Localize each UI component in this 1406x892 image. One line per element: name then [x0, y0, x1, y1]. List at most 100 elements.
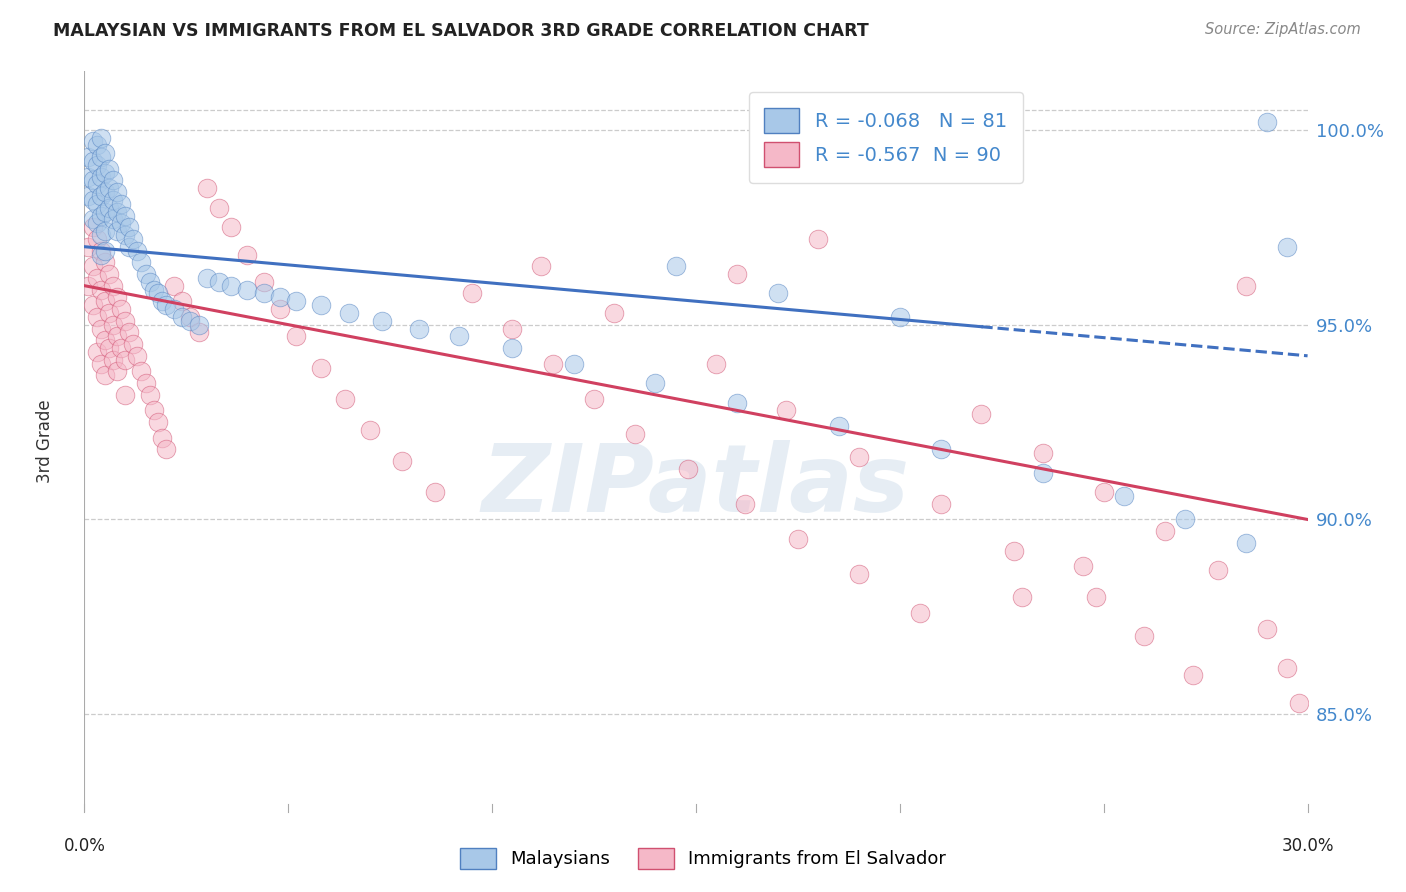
Point	[929, 442, 952, 457]
Point	[101, 318, 124, 332]
Point	[1032, 466, 1054, 480]
Point	[1154, 524, 1177, 538]
Point	[114, 352, 136, 367]
Point	[172, 310, 194, 324]
Point	[90, 189, 112, 203]
Point	[236, 247, 259, 261]
Point	[676, 462, 699, 476]
Point	[828, 419, 851, 434]
Point	[502, 341, 524, 355]
Point	[82, 173, 104, 187]
Point	[1277, 240, 1299, 254]
Point	[93, 294, 115, 309]
Point	[1174, 512, 1197, 526]
Point	[86, 232, 108, 246]
Point	[285, 294, 308, 309]
Point	[163, 278, 186, 293]
Point	[110, 216, 132, 230]
Point	[86, 197, 108, 211]
Text: MALAYSIAN VS IMMIGRANTS FROM EL SALVADOR 3RD GRADE CORRELATION CHART: MALAYSIAN VS IMMIGRANTS FROM EL SALVADOR…	[53, 22, 869, 40]
Point	[195, 181, 218, 195]
Point	[624, 426, 647, 441]
Text: 3rd Grade: 3rd Grade	[37, 400, 55, 483]
Point	[766, 286, 789, 301]
Point	[1133, 629, 1156, 643]
Point	[187, 326, 209, 340]
Point	[86, 310, 108, 324]
Text: 30.0%: 30.0%	[1281, 837, 1334, 855]
Point	[734, 497, 756, 511]
Point	[90, 130, 112, 145]
Point	[339, 306, 361, 320]
Point	[725, 395, 748, 409]
Point	[110, 197, 132, 211]
Point	[1256, 115, 1278, 129]
Point	[562, 357, 585, 371]
Point	[146, 286, 169, 301]
Point	[101, 212, 124, 227]
Point	[93, 185, 115, 199]
Point	[77, 189, 100, 203]
Point	[90, 169, 112, 184]
Point	[90, 244, 112, 258]
Point	[93, 255, 115, 269]
Point	[408, 321, 430, 335]
Point	[97, 181, 120, 195]
Point	[146, 415, 169, 429]
Point	[1256, 622, 1278, 636]
Point	[208, 201, 231, 215]
Point	[423, 485, 446, 500]
Point	[848, 450, 870, 464]
Point	[90, 247, 112, 261]
Point	[219, 278, 242, 293]
Point	[1092, 485, 1115, 500]
Point	[86, 216, 108, 230]
Point	[142, 283, 165, 297]
Point	[114, 209, 136, 223]
Point	[86, 178, 108, 192]
Point	[530, 259, 553, 273]
Point	[665, 259, 688, 273]
Legend: R = -0.068   N = 81, R = -0.567  N = 90: R = -0.068 N = 81, R = -0.567 N = 90	[749, 92, 1022, 183]
Legend: Malaysians, Immigrants from El Salvador: Malaysians, Immigrants from El Salvador	[453, 840, 953, 876]
Point	[82, 135, 104, 149]
Point	[970, 407, 993, 421]
Point	[138, 388, 160, 402]
Point	[1206, 563, 1229, 577]
Point	[118, 326, 141, 340]
Text: ZIPatlas: ZIPatlas	[482, 440, 910, 532]
Point	[82, 153, 104, 168]
Point	[101, 193, 124, 207]
Point	[1073, 559, 1095, 574]
Text: 0.0%: 0.0%	[63, 837, 105, 855]
Point	[208, 275, 231, 289]
Point	[114, 227, 136, 242]
Point	[93, 146, 115, 161]
Point	[142, 403, 165, 417]
Point	[90, 321, 112, 335]
Point	[1288, 696, 1310, 710]
Point	[105, 290, 128, 304]
Point	[97, 306, 120, 320]
Point	[82, 193, 104, 207]
Point	[236, 283, 259, 297]
Point	[82, 212, 104, 227]
Point	[86, 345, 108, 359]
Point	[77, 278, 100, 293]
Point	[90, 209, 112, 223]
Point	[82, 259, 104, 273]
Point	[1182, 668, 1205, 682]
Point	[90, 357, 112, 371]
Point	[253, 286, 276, 301]
Point	[114, 314, 136, 328]
Point	[359, 423, 381, 437]
Point	[97, 267, 120, 281]
Point	[105, 185, 128, 199]
Point	[910, 606, 932, 620]
Point	[1277, 660, 1299, 674]
Point	[391, 454, 413, 468]
Point	[135, 376, 157, 390]
Point	[82, 220, 104, 235]
Point	[1236, 278, 1258, 293]
Point	[644, 376, 666, 390]
